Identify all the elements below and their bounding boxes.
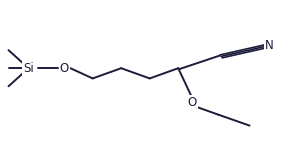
Text: O: O [60,62,69,75]
Text: Si: Si [23,62,34,75]
Text: O: O [188,96,197,108]
Text: N: N [265,39,274,52]
